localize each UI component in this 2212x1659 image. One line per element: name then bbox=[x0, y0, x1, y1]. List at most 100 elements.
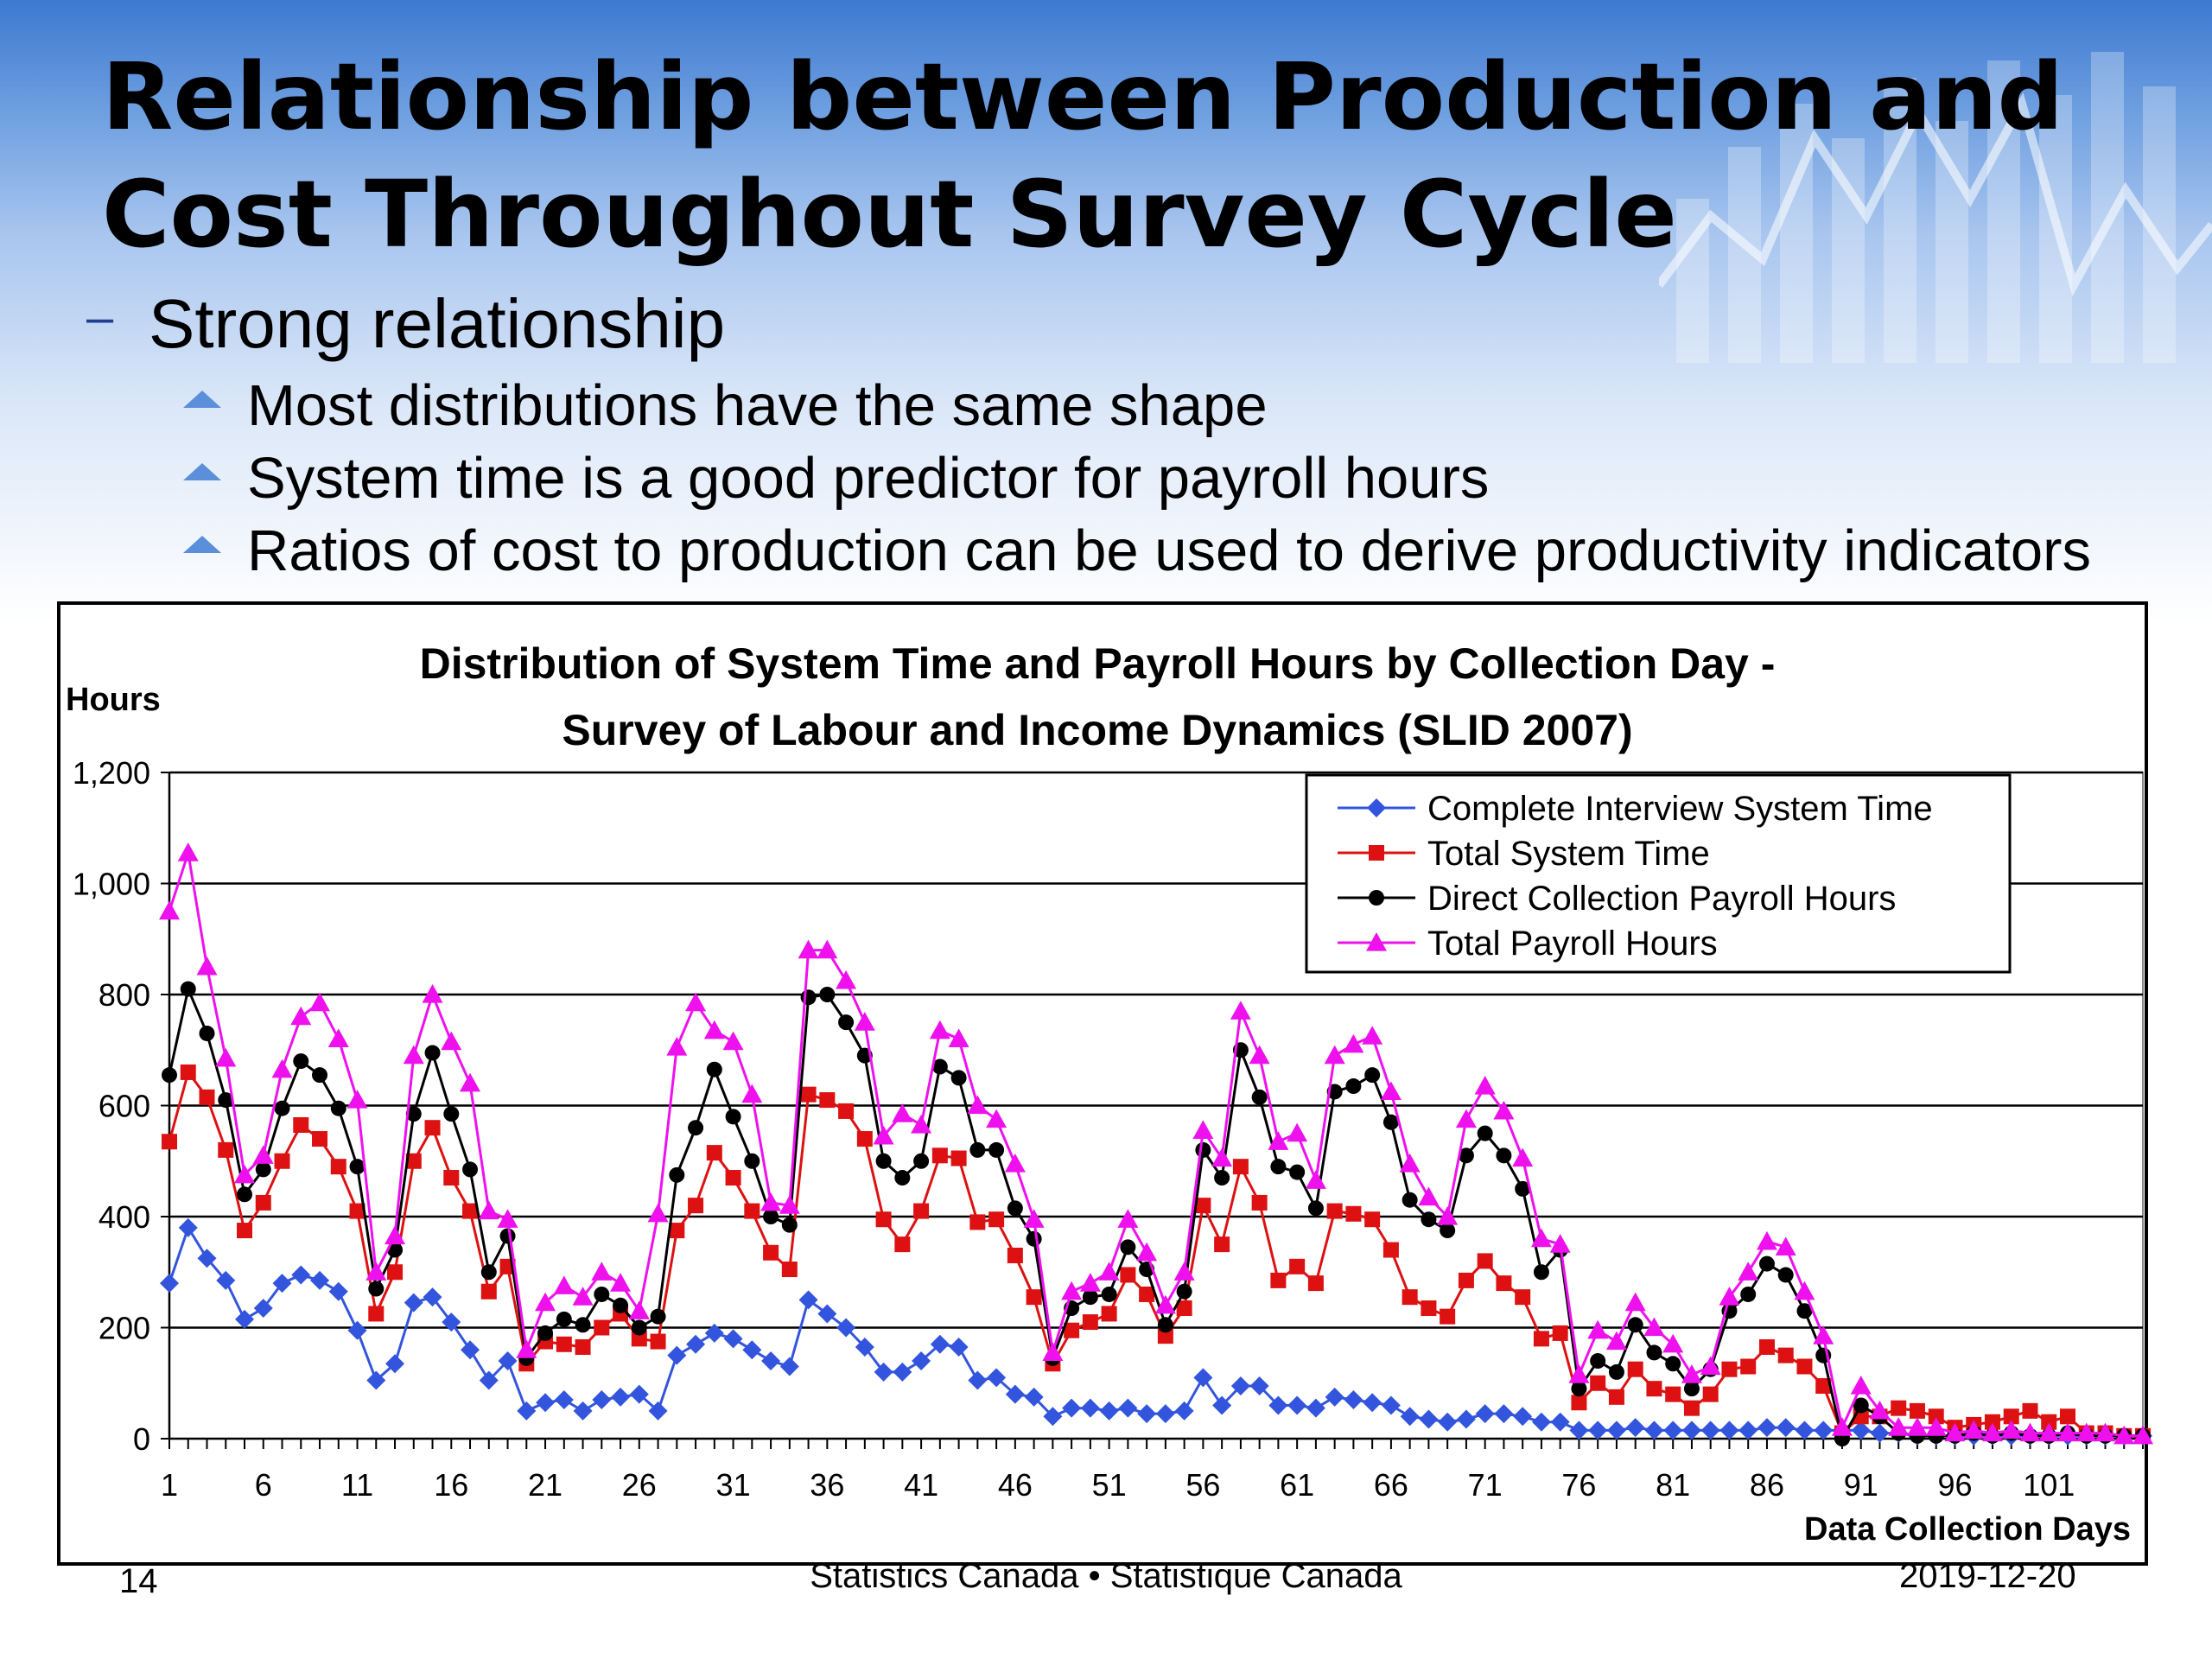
data-point bbox=[2133, 1425, 2153, 1445]
legend-entry: Total Payroll Hours bbox=[1338, 925, 1718, 963]
data-point bbox=[1364, 1211, 1381, 1228]
data-point bbox=[309, 992, 331, 1012]
series-line bbox=[168, 1069, 2143, 1438]
data-point bbox=[742, 1340, 762, 1360]
data-point bbox=[913, 1153, 930, 1169]
data-point bbox=[255, 1194, 271, 1211]
triangle-bullet-icon bbox=[183, 463, 221, 480]
data-point bbox=[1101, 1286, 1117, 1302]
data-point bbox=[875, 1211, 892, 1228]
dash-marker-icon: – bbox=[86, 289, 114, 344]
data-point bbox=[1139, 1286, 1155, 1302]
x-tick-label: 101 bbox=[2023, 1467, 2075, 1503]
data-point bbox=[1588, 1421, 1608, 1440]
data-point bbox=[1853, 1397, 1869, 1414]
data-point bbox=[1888, 1417, 1910, 1436]
data-point bbox=[725, 1109, 741, 1125]
data-point bbox=[349, 1203, 365, 1219]
data-point bbox=[1683, 1400, 1700, 1416]
data-point bbox=[1344, 1390, 1363, 1410]
x-tick-label: 96 bbox=[1937, 1467, 1972, 1503]
legend-label: Complete Interview System Time bbox=[1427, 790, 1933, 828]
data-point bbox=[575, 1338, 591, 1355]
slide-title-line-1: Relationship between Production and bbox=[102, 44, 2064, 151]
data-point bbox=[611, 1387, 631, 1407]
data-point bbox=[594, 1286, 610, 1302]
data-point bbox=[1530, 1228, 1552, 1248]
data-point bbox=[1400, 1407, 1420, 1427]
legend-swatch-marker bbox=[1369, 890, 1384, 906]
data-point bbox=[385, 1354, 405, 1374]
data-point bbox=[553, 1275, 575, 1294]
data-point bbox=[1230, 1376, 1250, 1395]
data-point bbox=[648, 1401, 668, 1421]
data-point bbox=[666, 1037, 688, 1056]
data-point bbox=[744, 1203, 760, 1219]
data-point bbox=[1702, 1386, 1719, 1402]
data-point bbox=[327, 1028, 349, 1047]
data-point bbox=[1646, 1381, 1662, 1397]
data-point bbox=[1381, 1395, 1401, 1415]
data-point bbox=[535, 1292, 556, 1312]
bullet-list: – Strong relationship Most distributions… bbox=[0, 0, 2212, 605]
x-tick-label: 61 bbox=[1280, 1467, 1314, 1503]
data-point bbox=[1249, 1045, 1270, 1065]
data-point bbox=[366, 1370, 386, 1390]
legend-label: Total System Time bbox=[1427, 835, 1710, 873]
data-point bbox=[1007, 1200, 1023, 1217]
data-point bbox=[669, 1223, 685, 1239]
data-point bbox=[1062, 1398, 1082, 1418]
legend-swatch-marker bbox=[1369, 845, 1384, 861]
data-point bbox=[1909, 1402, 1925, 1419]
data-point bbox=[1101, 1306, 1117, 1322]
data-point bbox=[1437, 1206, 1459, 1225]
data-point bbox=[892, 1103, 913, 1122]
data-point bbox=[516, 1339, 537, 1358]
x-tick-label: 46 bbox=[998, 1467, 1033, 1503]
data-point bbox=[1157, 1317, 1173, 1333]
data-point bbox=[1740, 1358, 1757, 1375]
data-point bbox=[725, 1170, 741, 1186]
legend: Complete Interview System Time Total Syst… bbox=[1305, 773, 2012, 974]
data-point bbox=[405, 1106, 422, 1122]
legend-entry: Total System Time bbox=[1338, 835, 1710, 873]
x-tick-label: 1 bbox=[161, 1467, 178, 1503]
data-point bbox=[1418, 1186, 1440, 1206]
data-point bbox=[1681, 1364, 1702, 1383]
data-point bbox=[480, 1283, 497, 1300]
series-line bbox=[168, 1224, 2143, 1438]
data-point bbox=[405, 1153, 422, 1169]
data-point bbox=[1004, 1153, 1026, 1173]
data-point bbox=[950, 1070, 967, 1086]
data-point bbox=[1700, 1421, 1720, 1440]
data-point bbox=[1533, 1331, 1549, 1347]
data-point bbox=[572, 1287, 594, 1306]
data-point bbox=[1211, 1147, 1233, 1167]
data-point bbox=[1606, 1421, 1626, 1440]
data-point bbox=[1906, 1417, 1928, 1436]
data-point bbox=[1176, 1283, 1192, 1300]
data-point bbox=[1195, 1141, 1211, 1158]
data-point bbox=[1118, 1398, 1138, 1418]
data-point bbox=[798, 1290, 818, 1310]
data-point bbox=[1796, 1303, 1813, 1319]
data-point bbox=[629, 1384, 649, 1404]
data-point bbox=[800, 989, 817, 1006]
header-background bbox=[0, 0, 2212, 622]
series-3 bbox=[162, 981, 2151, 1446]
data-point bbox=[1098, 1262, 1120, 1281]
data-point bbox=[274, 1153, 290, 1169]
triangle-bullet-icon bbox=[183, 536, 221, 553]
data-point bbox=[800, 1086, 817, 1103]
data-point bbox=[1042, 1342, 1064, 1362]
chart-title: Distribution of System Time and Payroll … bbox=[420, 639, 1776, 688]
data-point bbox=[215, 1047, 237, 1067]
x-tick-label: 41 bbox=[904, 1467, 938, 1503]
x-tick-label: 6 bbox=[255, 1467, 272, 1503]
x-tick-label: 71 bbox=[1468, 1467, 1503, 1503]
data-point bbox=[162, 1067, 177, 1084]
data-point bbox=[1082, 1289, 1098, 1306]
data-point bbox=[2094, 1422, 2116, 1442]
